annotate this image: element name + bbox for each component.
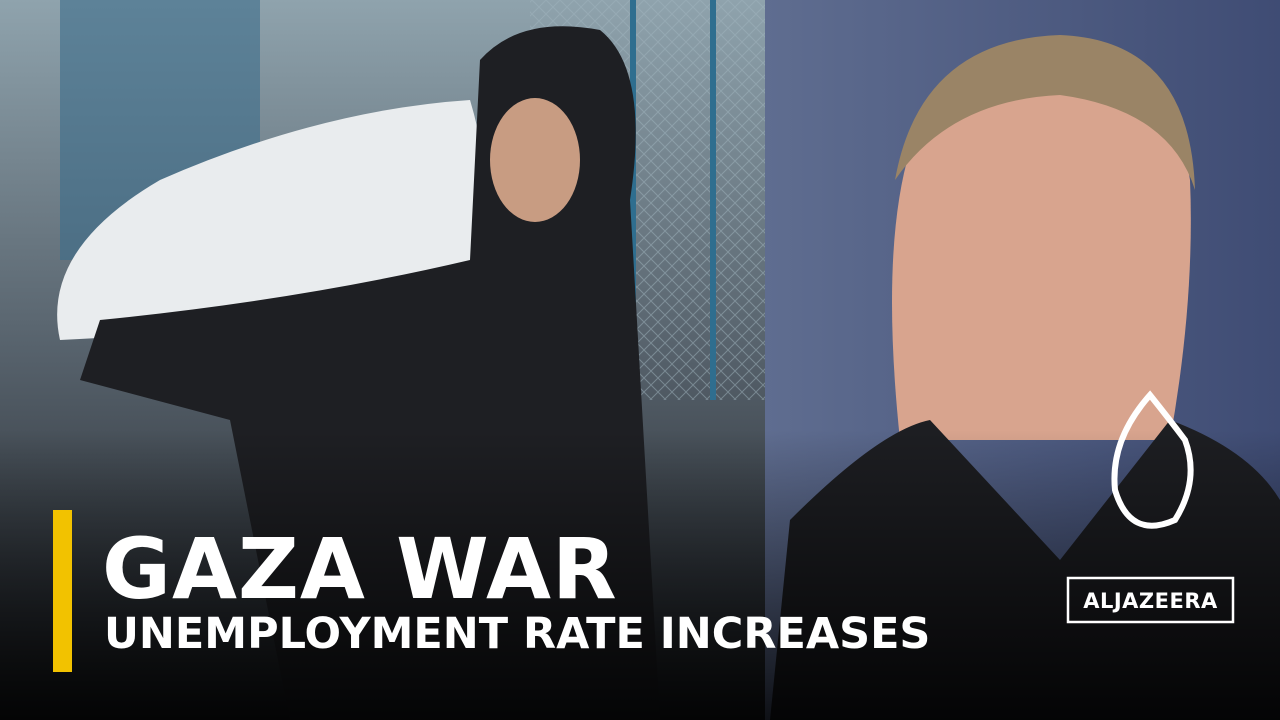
logo-box: [1066, 576, 1235, 624]
accent-bar: [53, 510, 72, 672]
headline-subtitle: UNEMPLOYMENT RATE INCREASES: [104, 609, 930, 659]
person-right-face: [892, 40, 1191, 440]
headline-title: GAZA WAR: [102, 520, 618, 618]
logo-mark: [1111, 390, 1194, 529]
logo-text: ALJAZEERA: [1083, 589, 1218, 613]
bottom-shade: [0, 430, 1280, 720]
logo: ALJAZEERA: [1066, 390, 1235, 624]
